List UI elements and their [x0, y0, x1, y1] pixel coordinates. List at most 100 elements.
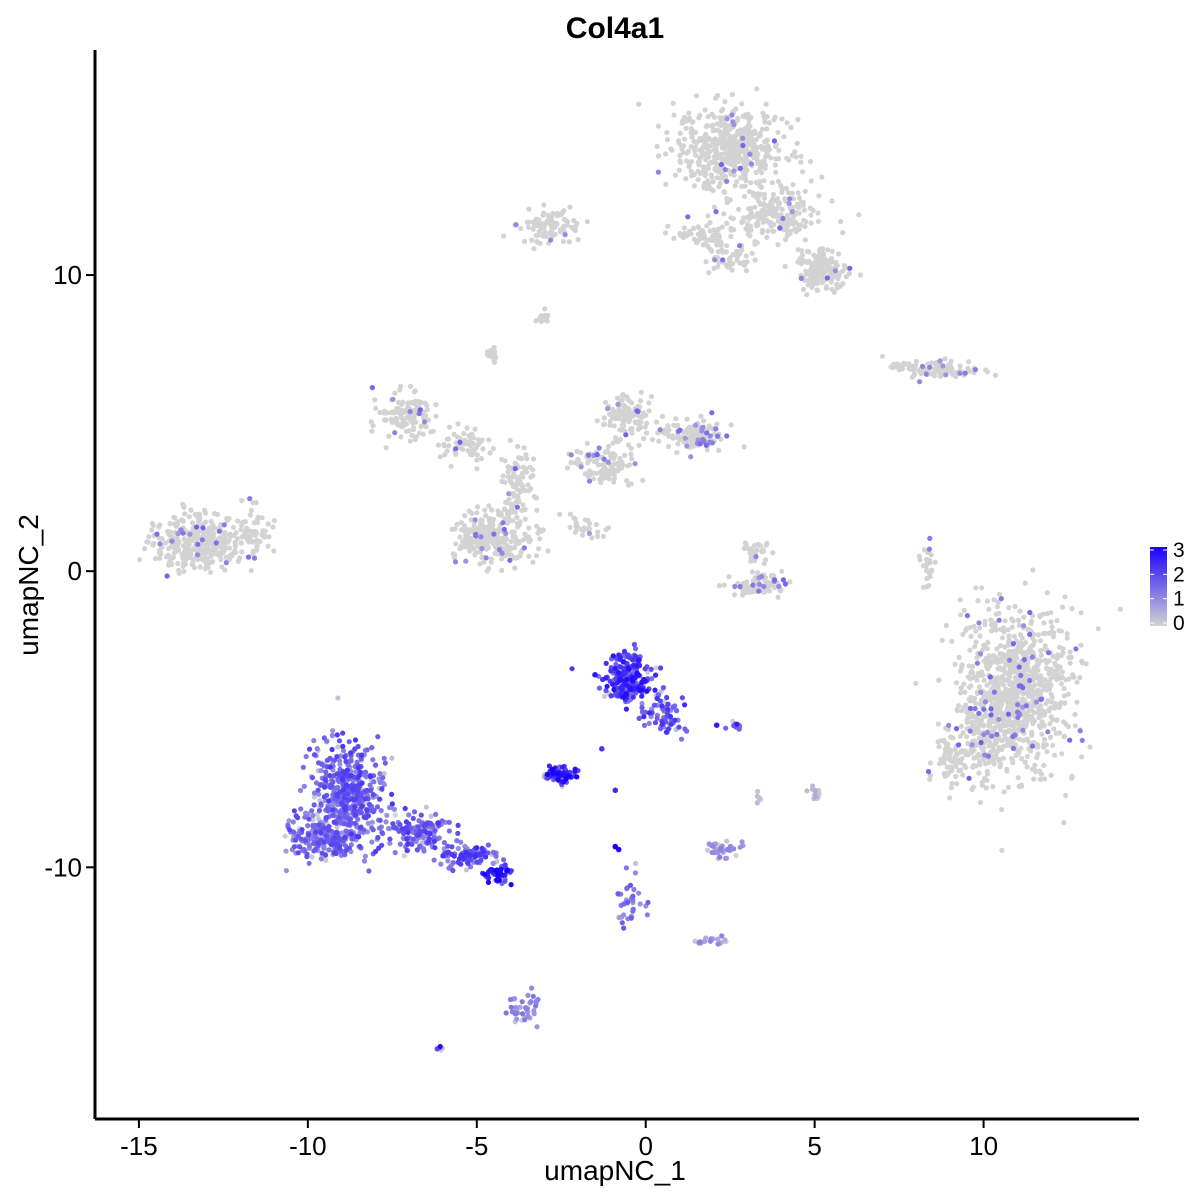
cell-point — [696, 115, 702, 121]
cell-point — [1117, 606, 1123, 612]
cell-point — [1020, 727, 1026, 733]
cell-point — [747, 151, 753, 157]
cell-point — [531, 246, 537, 252]
cell-point — [1001, 666, 1007, 672]
cell-point — [199, 537, 205, 543]
cell-point — [976, 684, 982, 690]
cell-point — [356, 808, 362, 814]
cell-point — [370, 423, 376, 429]
cell-point — [743, 268, 750, 274]
cell-point — [743, 156, 749, 162]
cell-point — [1021, 697, 1027, 703]
cell-point — [336, 814, 342, 820]
cell-point — [504, 520, 510, 526]
cell-point — [829, 259, 835, 265]
cell-point — [969, 786, 975, 793]
cell-point — [518, 549, 524, 556]
cell-point — [936, 761, 943, 767]
cell-point — [418, 812, 424, 818]
cell-point — [1066, 676, 1072, 682]
cell-point — [335, 695, 341, 701]
cell-point — [490, 860, 496, 867]
cell-point — [200, 557, 207, 563]
cell-point — [938, 738, 944, 744]
cell-point — [1027, 631, 1033, 638]
cell-point — [466, 433, 472, 439]
cell-point — [446, 819, 452, 825]
cell-point — [1002, 723, 1009, 729]
cell-point — [157, 522, 163, 528]
cell-point — [596, 685, 603, 691]
cell-point — [1037, 613, 1043, 620]
cell-point — [648, 666, 654, 672]
cell-point — [316, 808, 323, 814]
cell-point — [856, 212, 862, 218]
cell-point — [628, 915, 634, 921]
cell-point — [1057, 664, 1063, 670]
cell-point — [665, 443, 672, 450]
cell-point — [740, 142, 746, 149]
cell-point — [993, 627, 999, 633]
cell-point — [716, 260, 722, 266]
cell-point — [697, 170, 703, 177]
cell-point — [472, 426, 478, 432]
cell-point — [638, 398, 644, 404]
cell-point — [685, 214, 691, 220]
cell-point — [497, 538, 503, 544]
cell-point — [424, 403, 430, 409]
cell-point — [216, 550, 222, 556]
cell-point — [1077, 728, 1083, 734]
cell-point — [995, 666, 1001, 672]
cell-point — [1038, 652, 1044, 658]
cell-point — [817, 272, 824, 278]
cell-point — [704, 447, 710, 453]
cell-point — [1072, 711, 1078, 718]
cell-point — [829, 248, 835, 254]
cell-point — [703, 241, 709, 247]
cell-point — [1060, 646, 1066, 652]
cell-point — [1012, 679, 1018, 685]
cell-point — [969, 670, 976, 676]
cell-point — [301, 783, 307, 790]
cell-point — [713, 426, 719, 432]
cell-point — [616, 409, 622, 415]
cell-point — [980, 747, 986, 754]
cell-point — [469, 451, 475, 457]
cell-point — [245, 554, 252, 560]
cell-point — [510, 534, 516, 540]
cell-point — [706, 180, 712, 186]
cell-point — [743, 253, 749, 259]
cell-point — [749, 250, 755, 256]
cell-point — [997, 694, 1003, 700]
cell-point — [208, 569, 214, 575]
cell-point — [432, 828, 438, 834]
cell-point — [326, 847, 332, 853]
cell-point — [578, 450, 584, 456]
cell-point — [946, 746, 952, 753]
cell-point — [1021, 657, 1027, 663]
cell-point — [586, 478, 593, 484]
cell-point — [972, 738, 978, 744]
cell-point — [181, 553, 187, 559]
cell-point — [1007, 729, 1013, 735]
cell-point — [689, 134, 695, 140]
cell-point — [1056, 704, 1062, 711]
cell-point — [744, 167, 750, 173]
cell-point — [968, 683, 974, 689]
cell-point — [681, 136, 688, 142]
cell-point — [637, 901, 643, 907]
cell-point — [610, 409, 616, 415]
cell-point — [938, 756, 944, 762]
cell-point — [692, 152, 699, 158]
cell-point — [984, 598, 991, 604]
cell-point — [582, 517, 588, 523]
cell-point — [718, 175, 724, 181]
cell-point — [1079, 754, 1085, 760]
cell-point — [776, 583, 782, 590]
cell-point — [343, 758, 349, 765]
cell-point — [1038, 648, 1044, 654]
cell-point — [726, 574, 732, 580]
cell-point — [688, 454, 694, 460]
cell-point — [745, 128, 751, 134]
cell-point — [306, 860, 312, 866]
